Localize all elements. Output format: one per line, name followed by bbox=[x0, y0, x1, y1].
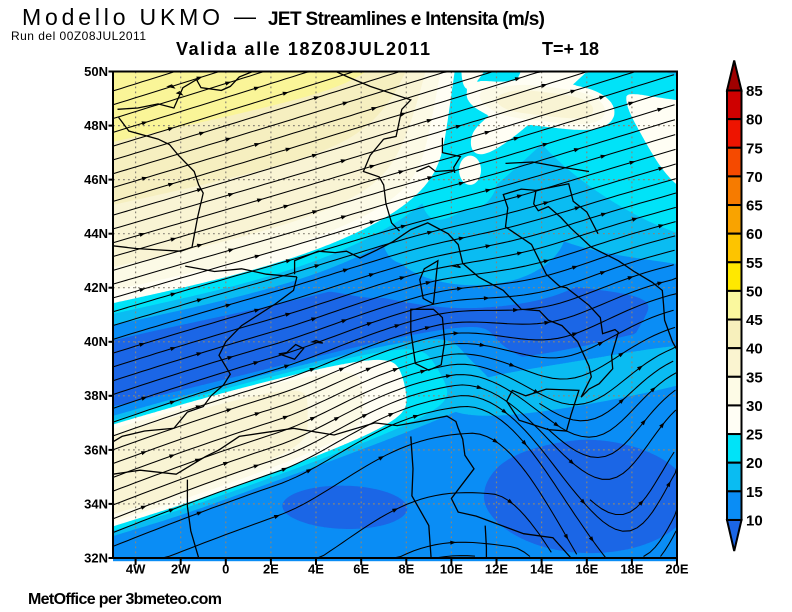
svg-text:70: 70 bbox=[746, 169, 763, 186]
svg-text:80: 80 bbox=[746, 112, 763, 129]
svg-text:Valida alle 18Z08JUL2011: Valida alle 18Z08JUL2011 bbox=[176, 39, 430, 59]
svg-text:4E: 4E bbox=[308, 562, 324, 577]
svg-text:32N: 32N bbox=[84, 550, 108, 565]
svg-text:38N: 38N bbox=[84, 388, 108, 403]
svg-text:—: — bbox=[234, 4, 256, 29]
svg-text:Modello UKMO: Modello UKMO bbox=[22, 4, 221, 30]
svg-text:4W: 4W bbox=[126, 562, 146, 577]
svg-text:T=+ 18: T=+ 18 bbox=[542, 39, 599, 59]
svg-text:36N: 36N bbox=[84, 442, 108, 457]
svg-text:25: 25 bbox=[746, 427, 763, 444]
svg-text:8E: 8E bbox=[398, 562, 414, 577]
svg-text:12E: 12E bbox=[485, 562, 508, 577]
svg-text:15: 15 bbox=[746, 484, 763, 501]
svg-text:48N: 48N bbox=[84, 118, 108, 133]
svg-text:30: 30 bbox=[746, 398, 763, 415]
svg-text:10E: 10E bbox=[440, 562, 463, 577]
svg-text:85: 85 bbox=[746, 83, 763, 100]
svg-text:2E: 2E bbox=[263, 562, 279, 577]
svg-text:75: 75 bbox=[746, 140, 763, 157]
svg-text:50: 50 bbox=[746, 283, 763, 300]
svg-text:16E: 16E bbox=[575, 562, 598, 577]
svg-text:34N: 34N bbox=[84, 496, 108, 511]
svg-text:JET Streamlines e Intensita (m: JET Streamlines e Intensita (m/s) bbox=[268, 9, 545, 30]
svg-text:6E: 6E bbox=[353, 562, 369, 577]
svg-text:35: 35 bbox=[746, 369, 763, 386]
svg-text:46N: 46N bbox=[84, 172, 108, 187]
svg-text:44N: 44N bbox=[84, 226, 108, 241]
svg-text:40N: 40N bbox=[84, 334, 108, 349]
svg-text:20E: 20E bbox=[665, 562, 688, 577]
svg-text:65: 65 bbox=[746, 198, 763, 215]
svg-text:42N: 42N bbox=[84, 280, 108, 295]
svg-text:14E: 14E bbox=[530, 562, 553, 577]
svg-text:MetOffice per 3bmeteo.com: MetOffice per 3bmeteo.com bbox=[28, 591, 222, 608]
svg-text:18E: 18E bbox=[620, 562, 643, 577]
svg-text:40: 40 bbox=[746, 341, 763, 358]
svg-text:10: 10 bbox=[746, 513, 763, 530]
svg-text:Run del 00Z08JUL2011: Run del 00Z08JUL2011 bbox=[11, 29, 146, 43]
svg-text:0: 0 bbox=[222, 562, 229, 577]
svg-text:60: 60 bbox=[746, 226, 763, 243]
svg-text:20: 20 bbox=[746, 455, 763, 472]
svg-text:50N: 50N bbox=[84, 64, 108, 79]
svg-text:55: 55 bbox=[746, 255, 763, 272]
svg-text:2W: 2W bbox=[171, 562, 191, 577]
svg-text:45: 45 bbox=[746, 312, 763, 329]
